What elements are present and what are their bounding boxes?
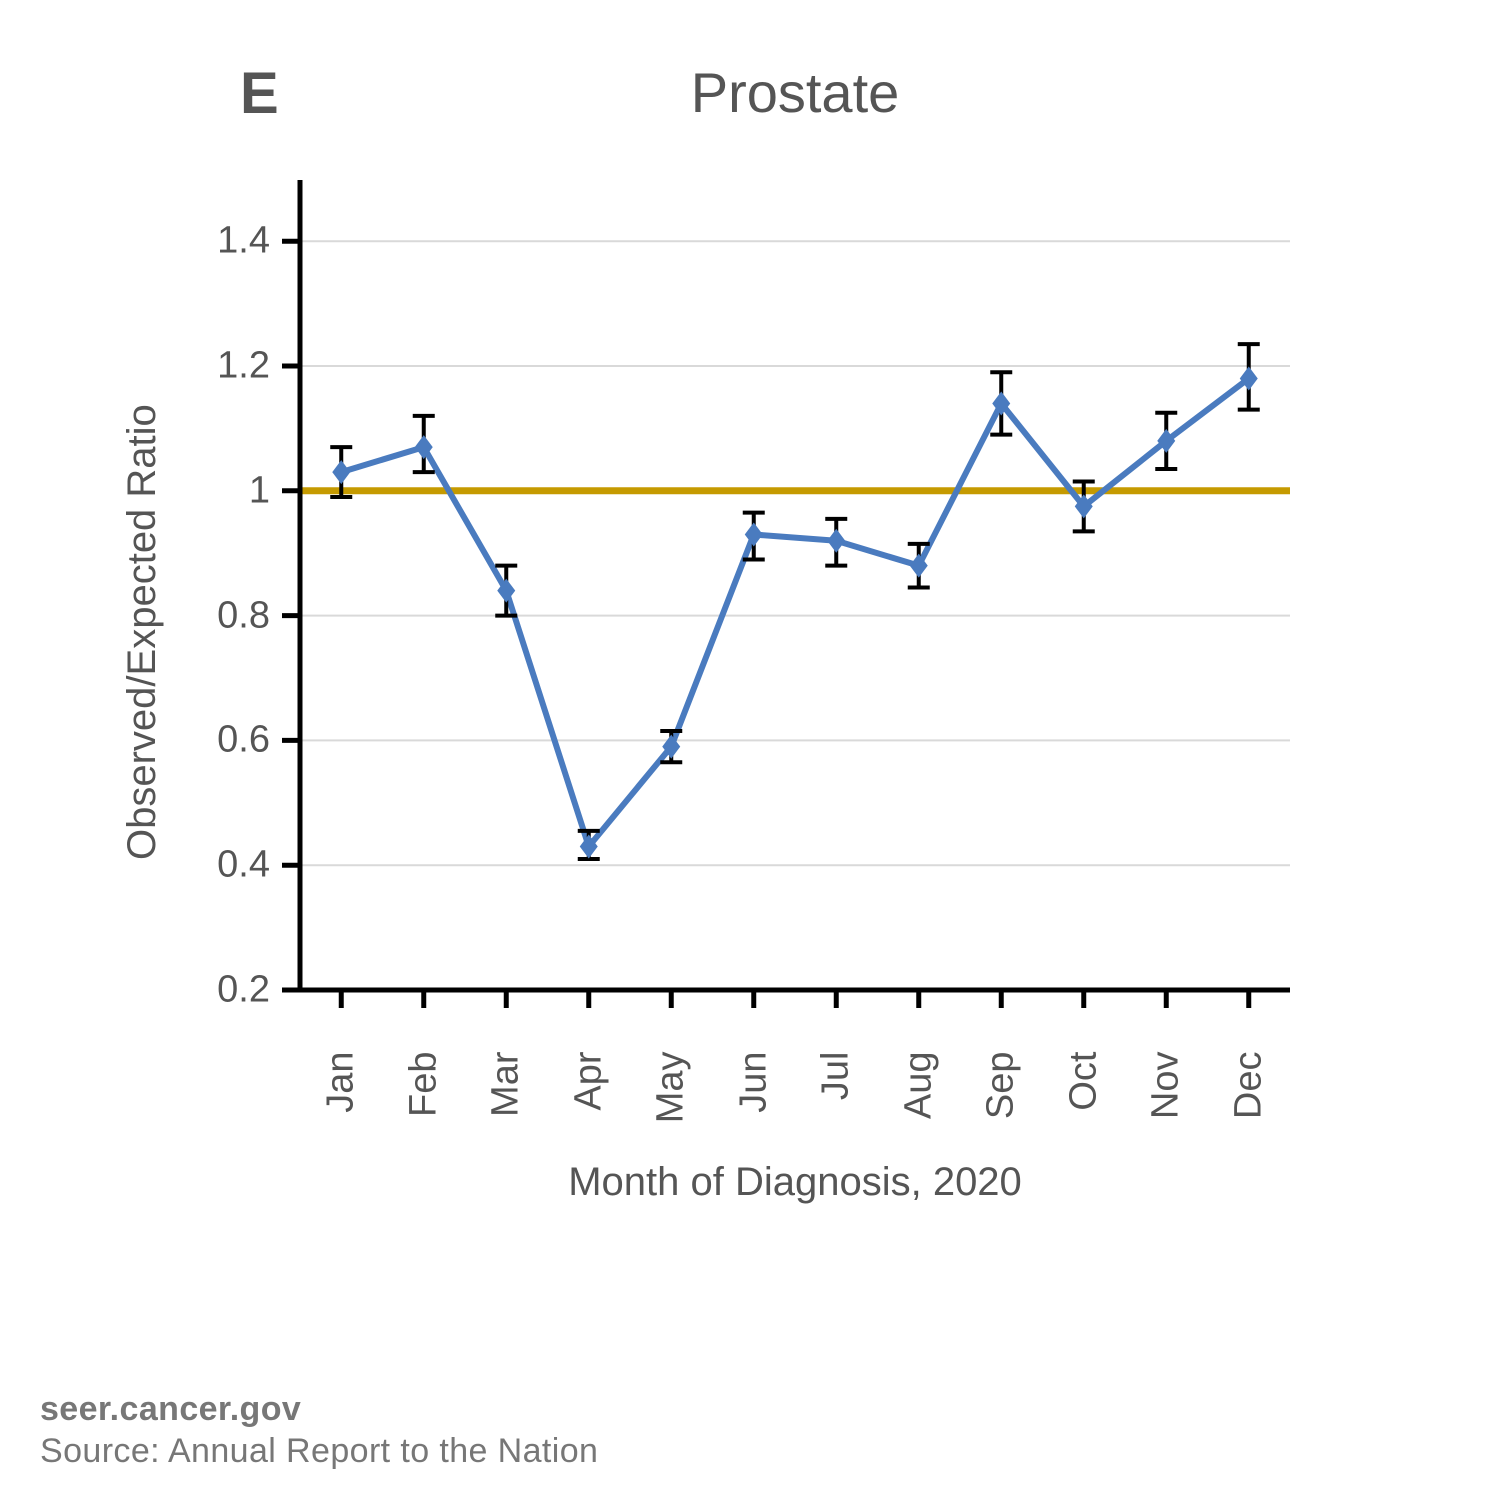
x-tick-label: Sep — [980, 1052, 1023, 1132]
x-tick-label: Apr — [567, 1052, 610, 1132]
y-tick-label: 0.4 — [190, 844, 270, 887]
x-tick-label: Oct — [1062, 1052, 1105, 1132]
x-tick-label: May — [650, 1052, 693, 1132]
x-tick-label: Jan — [320, 1052, 363, 1132]
x-tick-label: Nov — [1145, 1052, 1188, 1132]
y-tick-label: 0.6 — [190, 719, 270, 762]
x-tick-label: Aug — [897, 1052, 940, 1132]
x-tick-label: Dec — [1227, 1052, 1270, 1132]
data-marker — [827, 529, 845, 553]
x-tick-label: Jun — [732, 1052, 775, 1132]
y-tick-label: 1.2 — [190, 345, 270, 388]
x-tick-label: Feb — [402, 1052, 445, 1132]
y-tick-label: 1 — [190, 469, 270, 512]
x-tick-label: Jul — [815, 1052, 858, 1132]
y-tick-label: 0.2 — [190, 969, 270, 1012]
footer-source-text: Source: Annual Report to the Nation — [40, 1432, 598, 1471]
data-marker — [332, 460, 350, 484]
y-tick-label: 1.4 — [190, 220, 270, 263]
x-tick-label: Mar — [485, 1052, 528, 1132]
chart-container: E Prostate Observed/Expected Ratio Month… — [0, 0, 1500, 1500]
footer-source-site: seer.cancer.gov — [40, 1390, 301, 1429]
y-tick-label: 0.8 — [190, 594, 270, 637]
series-line — [341, 378, 1249, 846]
